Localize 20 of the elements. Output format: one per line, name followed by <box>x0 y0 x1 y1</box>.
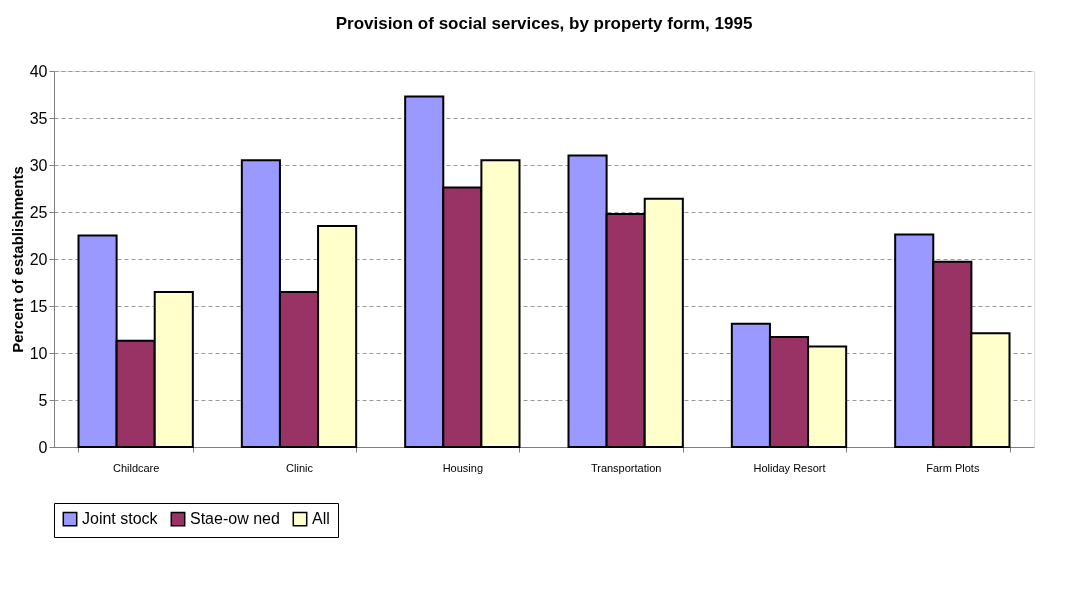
legend-label: Stae-ow ned <box>190 510 280 528</box>
y-tick-label: 15 <box>29 297 48 315</box>
y-tick-label: 10 <box>29 344 48 362</box>
x-tick-label: Housing <box>442 461 484 474</box>
y-tick-label: 20 <box>29 250 48 268</box>
y-tick-label: 0 <box>38 438 48 456</box>
y-tick-label: 5 <box>38 391 48 409</box>
x-tick-label: Clinic <box>286 461 314 474</box>
y-tick-label: 30 <box>29 156 48 174</box>
x-tick-label: Farm Plots <box>926 461 980 474</box>
legend-label: Joint stock <box>82 510 159 528</box>
y-tick-label: 35 <box>29 109 48 127</box>
x-tick-label: Childcare <box>112 461 160 474</box>
legend-label: All <box>312 510 330 528</box>
x-tick-label: Transportation <box>590 461 662 474</box>
x-tick-label: Holiday Resort <box>753 461 826 474</box>
y-axis-title: Percent of establishments <box>8 166 26 353</box>
y-tick-label: 25 <box>29 203 48 221</box>
y-tick-label: 40 <box>29 62 48 80</box>
chart-title: Provision of social services, by property form, 1995 <box>335 14 753 33</box>
